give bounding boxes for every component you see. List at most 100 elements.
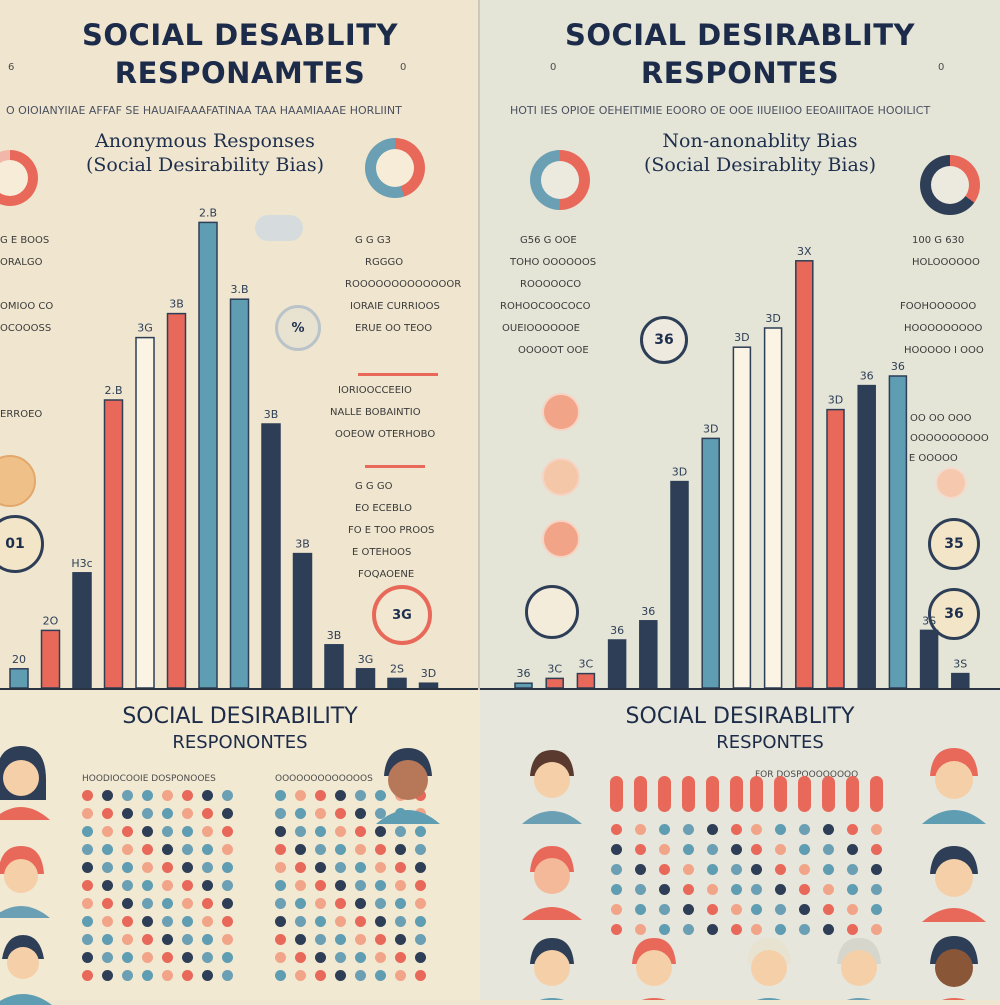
response-dot [415, 916, 426, 927]
right-title-line2: RESPONTES [640, 56, 840, 90]
left-chart-data-label: 20 [12, 653, 26, 666]
left-bottom-section: SOCIAL DESIRABILITY RESPONONTES HOODIOCO… [0, 690, 480, 1005]
response-dot [415, 826, 426, 837]
left-chart-data-label: 3B [264, 408, 279, 421]
response-dot [871, 824, 882, 835]
left-title-line1: SOCIAL DESABLITY [82, 18, 398, 52]
response-dot [82, 934, 93, 945]
response-dot [202, 934, 213, 945]
left-toggle-pill [255, 215, 303, 241]
face-icon-4 [935, 467, 967, 499]
response-dot [799, 864, 810, 875]
response-dot [799, 824, 810, 835]
response-dot [335, 826, 346, 837]
response-dot [82, 970, 93, 981]
response-dot [142, 826, 153, 837]
response-dot [102, 898, 113, 909]
side-text-rr-3: HOOOOOOOOO [904, 323, 983, 334]
response-dot [799, 924, 810, 935]
response-dot [823, 884, 834, 895]
left-legend-b: OOOOOOOOOOOOOS [275, 774, 373, 784]
response-pill [750, 776, 763, 812]
response-dot [611, 864, 622, 875]
response-dot [415, 970, 426, 981]
response-dot [731, 884, 742, 895]
side-text-rr-2: FOOHOOOOOO [900, 301, 977, 312]
side-text-rl-1: TOHO OOOOOOS [510, 257, 597, 268]
response-dot [395, 952, 406, 963]
right-side-badge-right-bottom: 36 [928, 588, 980, 640]
left-chart-heading-1: Anonymous Responses [95, 130, 315, 152]
response-dot [82, 898, 93, 909]
right-left-donut-hole [541, 161, 579, 199]
right-subtitle: HOTI IES OPIOE OEHEITIMIE EOORO OE OOE I… [510, 104, 931, 117]
response-dot [375, 790, 386, 801]
response-pill [610, 776, 623, 812]
response-dot [659, 824, 670, 835]
side-text-l-4: ERROEO [0, 409, 43, 420]
response-dot [102, 808, 113, 819]
response-dot [395, 916, 406, 927]
response-dot [202, 970, 213, 981]
response-dot [751, 904, 762, 915]
response-dot [142, 952, 153, 963]
response-dot [751, 824, 762, 835]
right-marker-right: 0 [938, 62, 945, 73]
response-dot [222, 808, 233, 819]
right-title-line1: SOCIAL DESIRABLITY [564, 18, 916, 52]
response-dot [162, 826, 173, 837]
response-dot [222, 970, 233, 981]
response-dot [222, 916, 233, 927]
side-text-rl-5: OOOOOT OOE [518, 345, 589, 356]
response-dot [142, 808, 153, 819]
response-dot [162, 862, 173, 873]
side-text-rl-4: OUEIOOOOOOE [502, 323, 581, 334]
response-dot [82, 952, 93, 963]
right-legend-b: FOR DOSPOOOOOOOO [755, 770, 859, 780]
response-dot [775, 844, 786, 855]
person-avatar-icon [376, 748, 440, 824]
response-dot [335, 844, 346, 855]
response-dot [847, 884, 858, 895]
response-dot [315, 952, 326, 963]
right-chart-data-label: 3X [797, 245, 812, 258]
response-dot [751, 924, 762, 935]
response-pill [774, 776, 787, 812]
response-dot [315, 862, 326, 873]
left-chart-bar [135, 336, 155, 689]
left-chart-data-label: H3c [71, 557, 92, 570]
left-chart-bar [355, 668, 376, 689]
left-chart-data-label: 2.B [104, 384, 122, 397]
response-dot [162, 790, 173, 801]
left-chart-data-label: 3D [421, 667, 436, 680]
right-chart-data-label: 3D [765, 312, 780, 325]
right-top-donut-hole [376, 149, 414, 187]
response-dot [683, 864, 694, 875]
right-side-badge-left: 36 [640, 316, 688, 364]
side-text-rr-7: G E OOOOO [898, 453, 958, 464]
response-dot [683, 884, 694, 895]
response-dot [395, 880, 406, 891]
response-dot [295, 952, 306, 963]
response-dot [775, 864, 786, 875]
person-avatar-icon [530, 938, 574, 1000]
left-panel: SOCIAL DESABLITY RESPONAMTES 6 0 O OIOIA… [0, 0, 480, 719]
response-dot [122, 970, 133, 981]
left-donut-hole [0, 160, 28, 196]
response-dot [295, 826, 306, 837]
response-dot [395, 898, 406, 909]
response-dot [355, 898, 366, 909]
right-marker-left: 0 [550, 62, 557, 73]
response-dot [799, 844, 810, 855]
response-dot [82, 880, 93, 891]
right-chart-data-label: 36 [641, 605, 655, 618]
left-subtitle: O OIOIANYIIAE AFFAF SE HAUAIFAAAFATINAA … [6, 104, 402, 117]
side-text-rr-1: HOLOOOOOO [912, 257, 980, 268]
side-text-r-9: EO ECEBLO [355, 503, 412, 514]
response-dot [295, 898, 306, 909]
response-dot [295, 844, 306, 855]
response-dot [275, 952, 286, 963]
person-avatar-icon [930, 936, 978, 1000]
response-dot [182, 898, 193, 909]
response-dot [182, 916, 193, 927]
